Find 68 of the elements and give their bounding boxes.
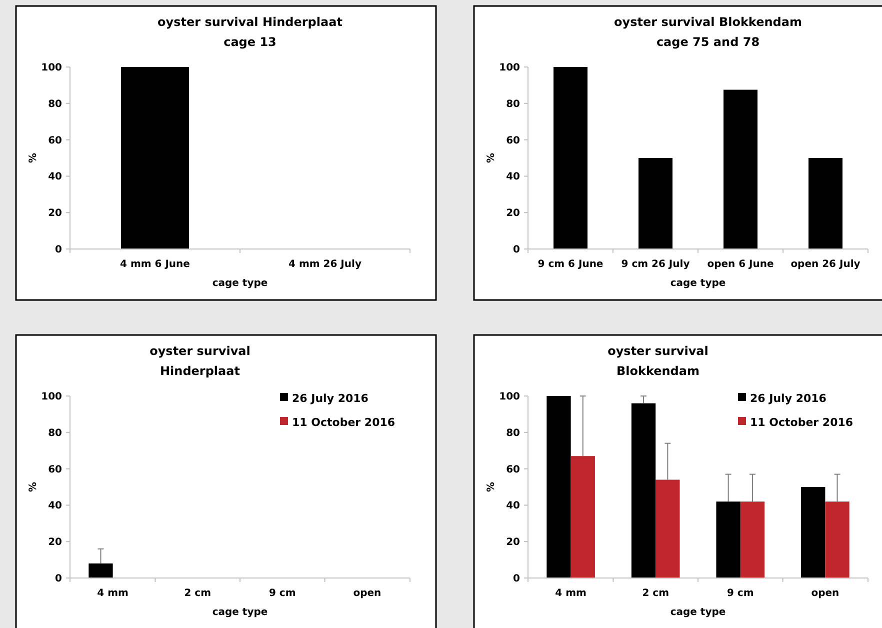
y-tick-label: 0 (55, 244, 62, 256)
y-tick-label: 20 (48, 208, 62, 220)
bar (808, 158, 842, 249)
x-tick-label: 4 mm (555, 588, 586, 599)
bar (554, 67, 588, 249)
x-tick-label: 4 mm (97, 588, 128, 599)
chart-title: oyster survival Blokkendam (614, 15, 802, 29)
bar (825, 502, 850, 578)
y-axis-title: % (486, 482, 497, 492)
y-tick-label: 60 (48, 464, 62, 476)
y-tick-label: 0 (513, 244, 520, 256)
y-tick-label: 100 (41, 62, 62, 74)
x-tick-label: 2 cm (642, 588, 670, 599)
bar (801, 487, 826, 578)
bar (570, 456, 595, 578)
y-tick-label: 20 (506, 537, 520, 548)
y-tick-label: 40 (48, 500, 62, 512)
x-tick-label: 4 mm 6 June (120, 259, 190, 270)
y-tick-label: 80 (506, 98, 520, 110)
chart-subtitle: cage 75 and 78 (656, 35, 760, 49)
y-tick-label: 80 (48, 428, 62, 439)
x-tick-label: open 6 June (707, 259, 774, 270)
x-axis-title: cage type (212, 278, 268, 289)
y-tick-label: 0 (513, 574, 520, 584)
bar (638, 158, 672, 249)
legend-label: 26 July 2016 (292, 392, 369, 405)
legend-label: 11 October 2016 (292, 416, 396, 429)
bar (546, 396, 571, 578)
x-tick-label: 9 cm 26 July (621, 259, 690, 270)
x-tick-label: 4 mm 26 July (288, 259, 362, 270)
y-axis-title: % (28, 482, 39, 492)
legend-label: 26 July 2016 (750, 392, 827, 405)
y-tick-label: 100 (499, 62, 520, 74)
y-tick-label: 60 (506, 135, 520, 146)
y-tick-label: 60 (506, 464, 520, 476)
y-axis-title: % (486, 152, 497, 164)
legend-label: 11 October 2016 (750, 416, 854, 429)
x-axis-title: cage type (670, 607, 726, 618)
y-tick-label: 0 (55, 574, 62, 584)
y-tick-label: 60 (48, 135, 62, 146)
y-tick-label: 40 (48, 172, 62, 183)
chart-title: oyster survival Blokkendam (608, 344, 708, 378)
bar (740, 502, 765, 578)
x-tick-label: 9 cm (268, 588, 296, 599)
y-tick-label: 80 (506, 428, 520, 439)
chart-title: oyster survival Hinderplaat (150, 344, 250, 378)
y-tick-label: 80 (48, 98, 62, 110)
x-axis-title: cage type (670, 278, 726, 289)
y-tick-label: 20 (506, 208, 520, 220)
x-axis-title: cage type (212, 607, 268, 618)
y-tick-label: 100 (41, 392, 62, 402)
x-tick-label: 9 cm (726, 588, 754, 599)
y-tick-label: 100 (499, 392, 520, 402)
y-tick-label: 40 (506, 172, 520, 183)
x-tick-label: open (353, 588, 382, 599)
bar (656, 480, 680, 578)
bar (631, 403, 656, 578)
y-tick-label: 40 (506, 500, 520, 512)
x-tick-label: 2 cm (184, 588, 212, 599)
bar (724, 90, 758, 249)
y-axis-title: % (28, 152, 39, 164)
y-tick-label: 20 (48, 537, 62, 548)
chart-subtitle: cage 13 (224, 35, 276, 49)
chart-title: oyster survival Hinderplaat (158, 15, 343, 29)
x-tick-label: 9 cm 6 June (538, 259, 604, 270)
x-tick-label: open (811, 588, 840, 599)
bar (716, 502, 740, 578)
x-tick-label: open 26 July (790, 259, 861, 270)
